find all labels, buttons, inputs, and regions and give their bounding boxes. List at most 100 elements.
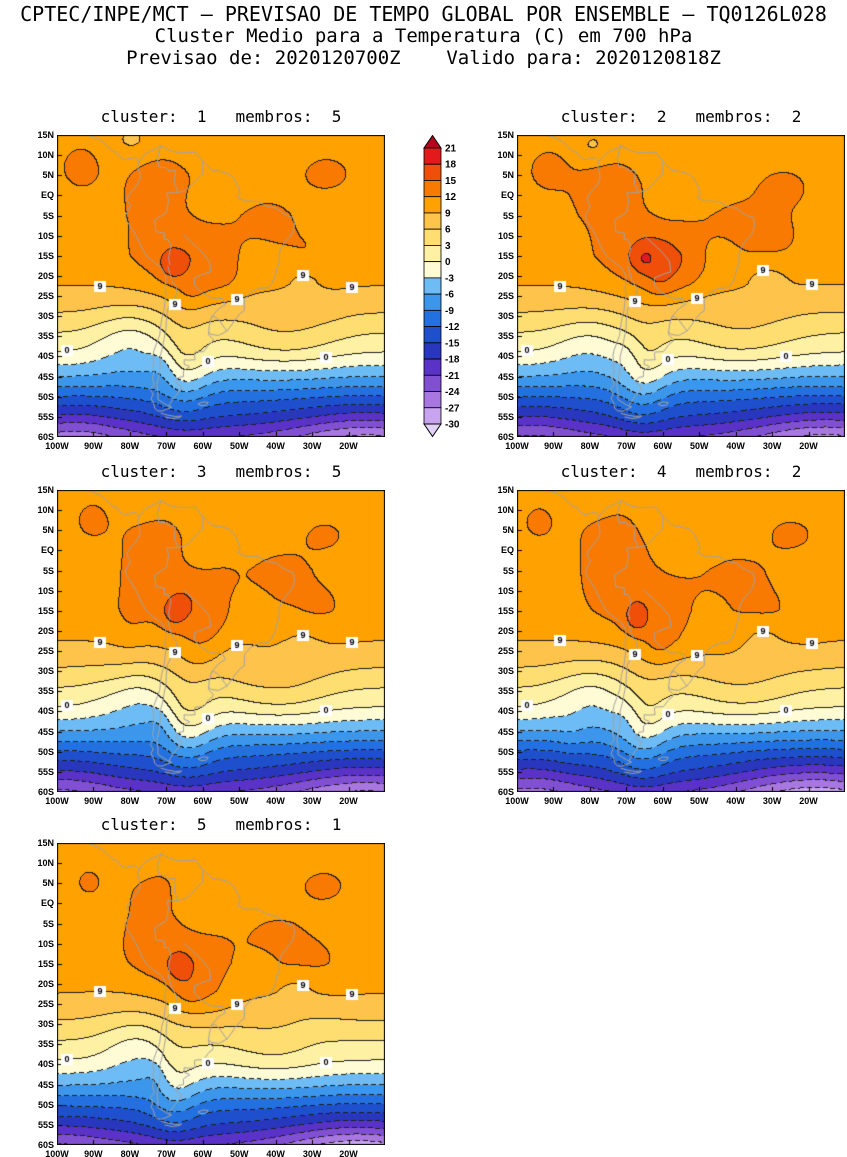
colorbar-label: 18 (445, 160, 457, 171)
lon-tick-label: 80W (580, 441, 600, 451)
lon-tick-label: 80W (120, 796, 140, 806)
map-canvas-cluster-5 (57, 843, 385, 1145)
lat-tick-label: 30S (497, 666, 514, 677)
lat-tick-label: 25S (37, 646, 54, 657)
lat-tick-label: 5N (42, 170, 54, 181)
lon-tick-label: 20W (799, 441, 818, 451)
lon-tick-label: 20W (799, 796, 818, 806)
lon-tick-label: 30W (762, 796, 782, 806)
lat-tick-label: 55S (37, 411, 54, 422)
lon-tick-label: 50W (689, 796, 709, 806)
lon-tick-label: 60W (193, 441, 213, 451)
colorbar-label: -3 (445, 273, 454, 284)
lat-tick-label: EQ (500, 190, 514, 201)
lat-tick-label: 40S (37, 351, 54, 362)
lat-tick-label: 20S (497, 270, 514, 281)
lat-tick-label: 40S (497, 706, 514, 717)
lat-tick-label: 15S (497, 250, 514, 261)
lon-tick-label: 20W (339, 796, 358, 806)
lat-tick-label: 35S (37, 1039, 54, 1050)
lon-tick-label: 30W (762, 441, 782, 451)
lat-tick-label: 15S (37, 250, 54, 261)
lon-tick-label: 40W (266, 1149, 285, 1157)
lat-tick-label: 5S (42, 565, 54, 576)
lat-tick-label: 15N (37, 838, 54, 848)
lon-tick-label: 70W (157, 796, 176, 806)
lon-tick-label: 30W (302, 1149, 322, 1157)
lat-tick-label: 25S (497, 646, 514, 657)
lat-tick-label: 60S (37, 432, 54, 442)
colorbar-segment (423, 228, 442, 246)
colorbar-segment (423, 245, 442, 263)
lon-tick-label: 100W (505, 796, 529, 806)
lon-tick-label: 100W (45, 796, 69, 806)
cluster-panel-1: cluster: 1 membros: 5 15N 10N 5N EQ 5S 10S 15S… (25, 105, 395, 459)
lon-tick-label: 90W (84, 1149, 103, 1157)
lat-tick-label: 30S (37, 666, 54, 677)
lon-tick-label: 30W (302, 796, 322, 806)
lat-tick-label: 60S (497, 787, 514, 797)
colorbar-segment (423, 407, 442, 425)
lat-tick-label: 35S (497, 331, 514, 342)
cluster-panel-3: cluster: 3 membros: 5 15N 10N 5N EQ 5S 10S 15S… (25, 460, 395, 814)
lat-tick-label: 5S (502, 565, 514, 576)
colorbar-segment (423, 196, 442, 214)
lat-tick-label: 15N (37, 130, 54, 140)
colorbar-segment (423, 309, 442, 327)
lon-tick-label: 50W (229, 441, 249, 451)
lat-tick-label: 45S (497, 726, 514, 737)
panel-title: cluster: 2 membros: 2 (560, 107, 802, 126)
colorbar-segment (423, 391, 442, 409)
lat-tick-label: 25S (37, 291, 54, 302)
lat-tick-label: EQ (500, 545, 514, 556)
lat-tick-label: 60S (497, 432, 514, 442)
colorbar-segment (423, 212, 442, 230)
title-line-3: Previsao de: 2020120700Z Valido para: 20… (126, 47, 721, 69)
lat-tick-label: 25S (37, 999, 54, 1010)
colorbar-label: -6 (445, 290, 454, 301)
colorbar-label: 9 (445, 208, 451, 219)
lat-tick-label: 5S (42, 210, 54, 221)
lon-tick-label: 70W (157, 441, 176, 451)
lat-tick-label: 15S (37, 958, 54, 969)
lon-tick-label: 80W (580, 796, 600, 806)
lat-tick-label: 35S (497, 686, 514, 697)
panel-title: cluster: 4 membros: 2 (560, 462, 802, 481)
lat-tick-label: 5N (502, 170, 514, 181)
lat-tick-label: 50S (37, 391, 54, 402)
lat-tick-label: 45S (37, 726, 54, 737)
cluster-panel-4: cluster: 4 membros: 2 15N 10N 5N EQ 5S 10S 15S… (485, 460, 847, 814)
lat-tick-label: 50S (497, 746, 514, 757)
lat-tick-label: 5N (42, 878, 54, 889)
lat-tick-label: 50S (37, 1099, 54, 1110)
panel-title: cluster: 1 membros: 5 (100, 107, 342, 126)
colorbar-label: -27 (445, 403, 460, 414)
lat-tick-label: 15N (37, 485, 54, 495)
lon-tick-label: 90W (84, 796, 103, 806)
lat-tick-label: 45S (497, 371, 514, 382)
lat-tick-label: 10N (497, 505, 514, 516)
lat-tick-label: 50S (497, 391, 514, 402)
lat-tick-label: 50S (37, 746, 54, 757)
colorbar-segment (423, 180, 442, 198)
lon-tick-label: 30W (302, 441, 322, 451)
lat-tick-label: 30S (37, 1019, 54, 1030)
map-canvas-cluster-3 (57, 490, 385, 792)
lon-tick-label: 40W (266, 441, 285, 451)
lat-tick-label: 40S (37, 706, 54, 717)
lon-tick-label: 100W (45, 441, 69, 451)
lat-tick-label: 10N (497, 150, 514, 161)
lat-tick-label: 10N (37, 505, 54, 516)
map-canvas-cluster-2 (517, 135, 845, 437)
lat-tick-label: 5S (502, 210, 514, 221)
lon-tick-label: 50W (689, 441, 709, 451)
lat-tick-label: 5N (42, 525, 54, 536)
lat-tick-label: 40S (37, 1059, 54, 1070)
colorbar-label: 12 (445, 192, 457, 203)
lon-tick-label: 70W (157, 1149, 176, 1157)
lat-tick-label: 20S (497, 625, 514, 636)
colorbar-label: 3 (445, 241, 451, 252)
lon-tick-label: 40W (726, 796, 745, 806)
colorbar-legend: 21 18 15 12 9 6 3 0 -3 -6 -9 -12 -15 -18 -21 -24 -27 -30 (422, 134, 492, 438)
lat-tick-label: EQ (40, 545, 54, 556)
